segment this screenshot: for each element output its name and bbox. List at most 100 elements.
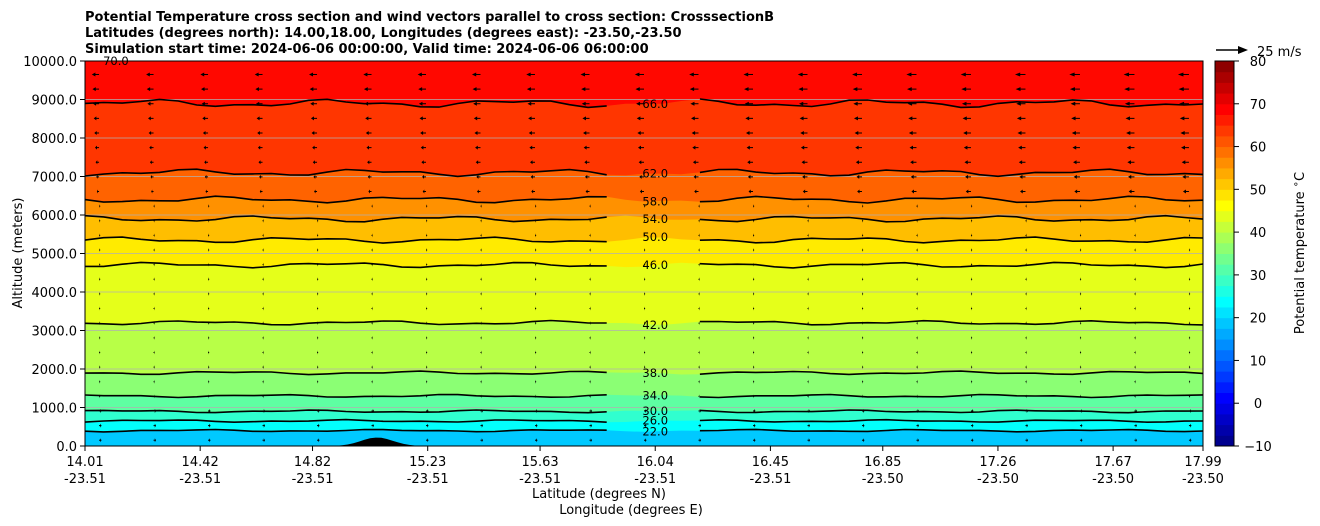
wind-vector	[698, 408, 701, 413]
wind-vector	[317, 204, 319, 209]
wind-vector	[1188, 218, 1191, 223]
wind-vector	[535, 335, 537, 340]
colorbar-segment	[1215, 61, 1234, 73]
wind-vector	[691, 116, 699, 121]
wind-vector	[802, 174, 808, 179]
x-tick-label-lon: -23.50	[1182, 472, 1224, 487]
wind-vector	[371, 408, 375, 413]
wind-vector	[1079, 365, 1082, 370]
colorbar-segment	[1215, 435, 1234, 447]
wind-vector	[535, 408, 538, 413]
wind-vector	[480, 394, 482, 399]
wind-vector	[698, 438, 701, 443]
wind-vector	[426, 438, 429, 443]
wind-vector	[317, 218, 319, 223]
wind-vector	[317, 291, 319, 296]
wind-vector	[153, 335, 155, 340]
wind-vector	[970, 291, 973, 296]
wind-vector	[535, 248, 537, 253]
wind-vector	[421, 160, 427, 165]
wind-vector	[861, 335, 864, 340]
wind-vector	[861, 321, 864, 326]
wind-vector	[1134, 423, 1137, 428]
wind-vector	[480, 438, 484, 443]
wind-vector	[257, 145, 263, 150]
arrow-icon	[1238, 46, 1248, 54]
wind-vector	[1134, 335, 1136, 340]
y-tick-label: 3000.0	[32, 325, 78, 340]
wind-vector	[208, 248, 210, 253]
wind-vector	[589, 394, 591, 399]
wind-vector	[907, 87, 917, 92]
wind-vector	[1134, 277, 1136, 282]
wind-vector	[317, 350, 319, 355]
colorbar-segment	[1215, 349, 1234, 361]
wind-vector	[317, 321, 319, 326]
colorbar-segment	[1215, 221, 1234, 233]
wind-vector	[1070, 101, 1080, 106]
wind-vector	[1020, 189, 1026, 194]
wind-vector	[153, 218, 155, 223]
wind-vector	[916, 277, 918, 282]
wind-vector	[1025, 218, 1027, 223]
wind-vector	[807, 291, 809, 296]
wind-vector	[1182, 189, 1189, 194]
wind-vector	[153, 277, 155, 282]
wind-vector	[636, 101, 644, 106]
wind-vector	[368, 189, 372, 194]
contour-line	[84, 236, 1204, 244]
x-tick-label-lat: 17.67	[1095, 455, 1132, 470]
chart-title-line-3: Simulation start time: 2024-06-06 00:00:…	[85, 42, 649, 57]
wind-vector	[589, 291, 591, 296]
wind-vector	[752, 335, 755, 340]
wind-vector	[861, 291, 864, 296]
wind-vector	[1125, 116, 1135, 121]
wind-vector	[916, 233, 918, 238]
x-tick-label-lat: 16.45	[752, 455, 789, 470]
wind-vector	[1079, 423, 1083, 428]
x-tick-label-lat: 15.63	[521, 455, 558, 470]
wind-vector	[644, 365, 646, 370]
contour-label: 30.0	[642, 404, 668, 418]
wind-vector	[371, 379, 373, 384]
wind-vector	[1134, 379, 1136, 384]
wind-vector	[371, 262, 373, 267]
wind-vector	[962, 116, 971, 121]
wind-vector	[690, 101, 699, 106]
wind-vector	[745, 116, 753, 121]
wind-vector	[94, 145, 100, 150]
wind-vector	[531, 189, 536, 194]
wind-vector	[475, 160, 481, 165]
wind-vector	[1188, 248, 1191, 253]
wind-vector	[1188, 394, 1191, 399]
wind-vector	[807, 438, 810, 443]
wind-vector	[636, 116, 644, 121]
wind-vector	[861, 379, 864, 384]
wind-vector	[153, 423, 157, 428]
colorbar-segment	[1215, 328, 1234, 340]
wind-vector	[752, 321, 755, 326]
colorbar-segment	[1215, 242, 1234, 254]
wind-vector	[970, 394, 973, 399]
colorbar-segment	[1215, 93, 1234, 105]
colorbar-segment	[1215, 285, 1234, 297]
wind-vector	[314, 189, 318, 194]
wind-vector	[99, 204, 101, 209]
wind-vector	[1188, 277, 1191, 282]
wind-vector	[208, 277, 210, 282]
colorbar-segment	[1215, 125, 1234, 137]
wind-vector	[473, 116, 481, 121]
wind-vector	[371, 321, 373, 326]
colorbar-segment	[1215, 232, 1234, 244]
wind-vector	[310, 116, 318, 121]
wind-vector	[99, 291, 101, 296]
colorbar: 80 70 60 50 40 30 20 10 0 −10	[1214, 55, 1272, 455]
wind-vector	[363, 72, 372, 77]
wind-vector	[99, 277, 101, 282]
wind-vector	[807, 423, 810, 428]
wind-vector	[309, 87, 318, 92]
wind-vector	[970, 277, 973, 282]
wind-vector	[906, 72, 917, 77]
colorbar-segment	[1215, 424, 1234, 436]
wind-vector	[535, 365, 537, 370]
